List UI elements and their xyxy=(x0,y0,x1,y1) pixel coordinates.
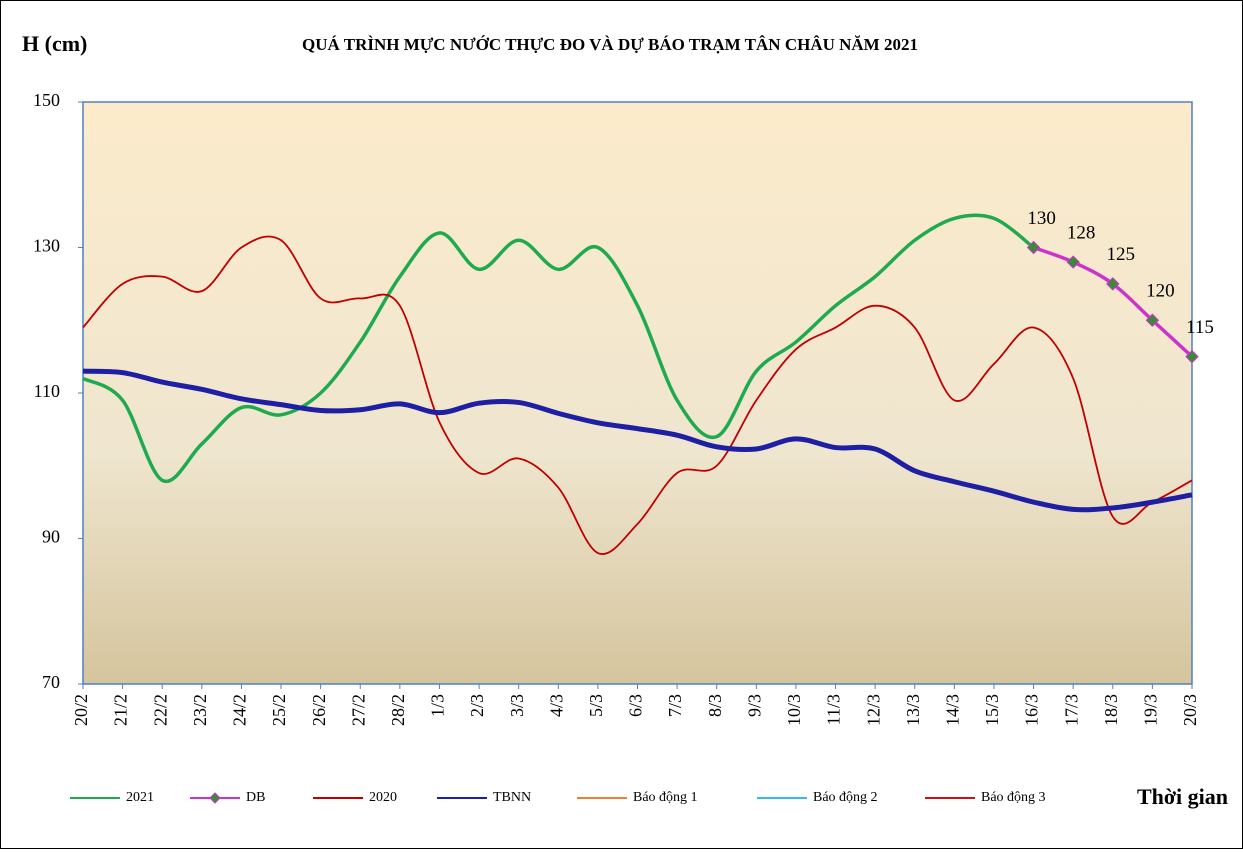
x-tick-label: 21/2 xyxy=(111,694,131,726)
y-tick-label: 90 xyxy=(42,527,60,547)
data-label: 120 xyxy=(1146,281,1175,302)
legend-marker xyxy=(209,792,221,804)
legend-label: 2021 xyxy=(126,790,154,805)
legend-label: 2020 xyxy=(369,790,397,805)
x-tick-label: 10/3 xyxy=(784,694,804,726)
x-tick-label: 9/3 xyxy=(744,694,764,717)
x-tick-label: 7/3 xyxy=(665,694,685,717)
data-label: 130 xyxy=(1027,208,1056,229)
x-tick-label: 6/3 xyxy=(626,694,646,717)
x-tick-label: 1/3 xyxy=(428,694,448,717)
x-tick-label: 19/3 xyxy=(1141,694,1161,726)
legend-label: DB xyxy=(246,790,265,805)
y-tick-label: 150 xyxy=(33,90,60,110)
marker xyxy=(1066,255,1080,269)
x-tick-label: 3/3 xyxy=(507,694,527,717)
x-tick-label: 25/2 xyxy=(269,694,289,726)
data-label: 125 xyxy=(1107,244,1136,265)
series-line xyxy=(82,368,1193,513)
x-tick-label: 20/2 xyxy=(71,694,91,726)
x-tick-label: 26/2 xyxy=(309,694,329,726)
x-tick-label: 16/3 xyxy=(1022,694,1042,726)
x-tick-label: 2/3 xyxy=(467,694,487,717)
y-tick-label: 130 xyxy=(33,236,60,256)
x-tick-label: 5/3 xyxy=(586,694,606,717)
plot-area xyxy=(82,101,1193,685)
x-tick-label: 17/3 xyxy=(1061,694,1081,726)
x-tick-label: 27/2 xyxy=(348,694,368,726)
x-tick-label: 8/3 xyxy=(705,694,725,717)
x-tick-label: 23/2 xyxy=(190,694,210,726)
x-tick-label: 15/3 xyxy=(982,694,1002,726)
legend-label: Báo động 3 xyxy=(981,790,1046,805)
series-line xyxy=(82,235,1193,555)
x-tick-label: 28/2 xyxy=(388,694,408,726)
y-tick-label: 70 xyxy=(42,672,60,692)
y-tick-label: 110 xyxy=(34,381,60,401)
x-tick-label: 13/3 xyxy=(903,694,923,726)
x-tick-label: 11/3 xyxy=(824,694,844,725)
marker xyxy=(1106,277,1120,291)
x-tick-label: 12/3 xyxy=(863,694,883,726)
chart-title: QUÁ TRÌNH MỰC NƯỚC THỰC ĐO VÀ DỰ BÁO TRẠ… xyxy=(302,35,918,54)
legend-label: TBNN xyxy=(493,790,531,805)
legend-label: Báo động 1 xyxy=(633,790,698,805)
legend-label: Báo động 2 xyxy=(813,790,878,805)
x-tick-label: 4/3 xyxy=(546,694,566,717)
x-tick-label: 20/3 xyxy=(1180,694,1200,726)
marker xyxy=(1026,240,1041,255)
series-line xyxy=(82,213,1035,484)
x-tick-label: 24/2 xyxy=(230,694,250,726)
data-label: 128 xyxy=(1067,222,1096,243)
data-label: 115 xyxy=(1186,317,1214,338)
x-tick-label: 14/3 xyxy=(942,694,962,726)
x-tick-label: 18/3 xyxy=(1101,694,1121,726)
y-axis-label: H (cm) xyxy=(22,31,87,56)
marker xyxy=(1145,313,1160,327)
x-axis-label: Thời gian xyxy=(1137,784,1228,809)
x-tick-label: 22/2 xyxy=(150,694,170,726)
marker xyxy=(1185,349,1199,364)
